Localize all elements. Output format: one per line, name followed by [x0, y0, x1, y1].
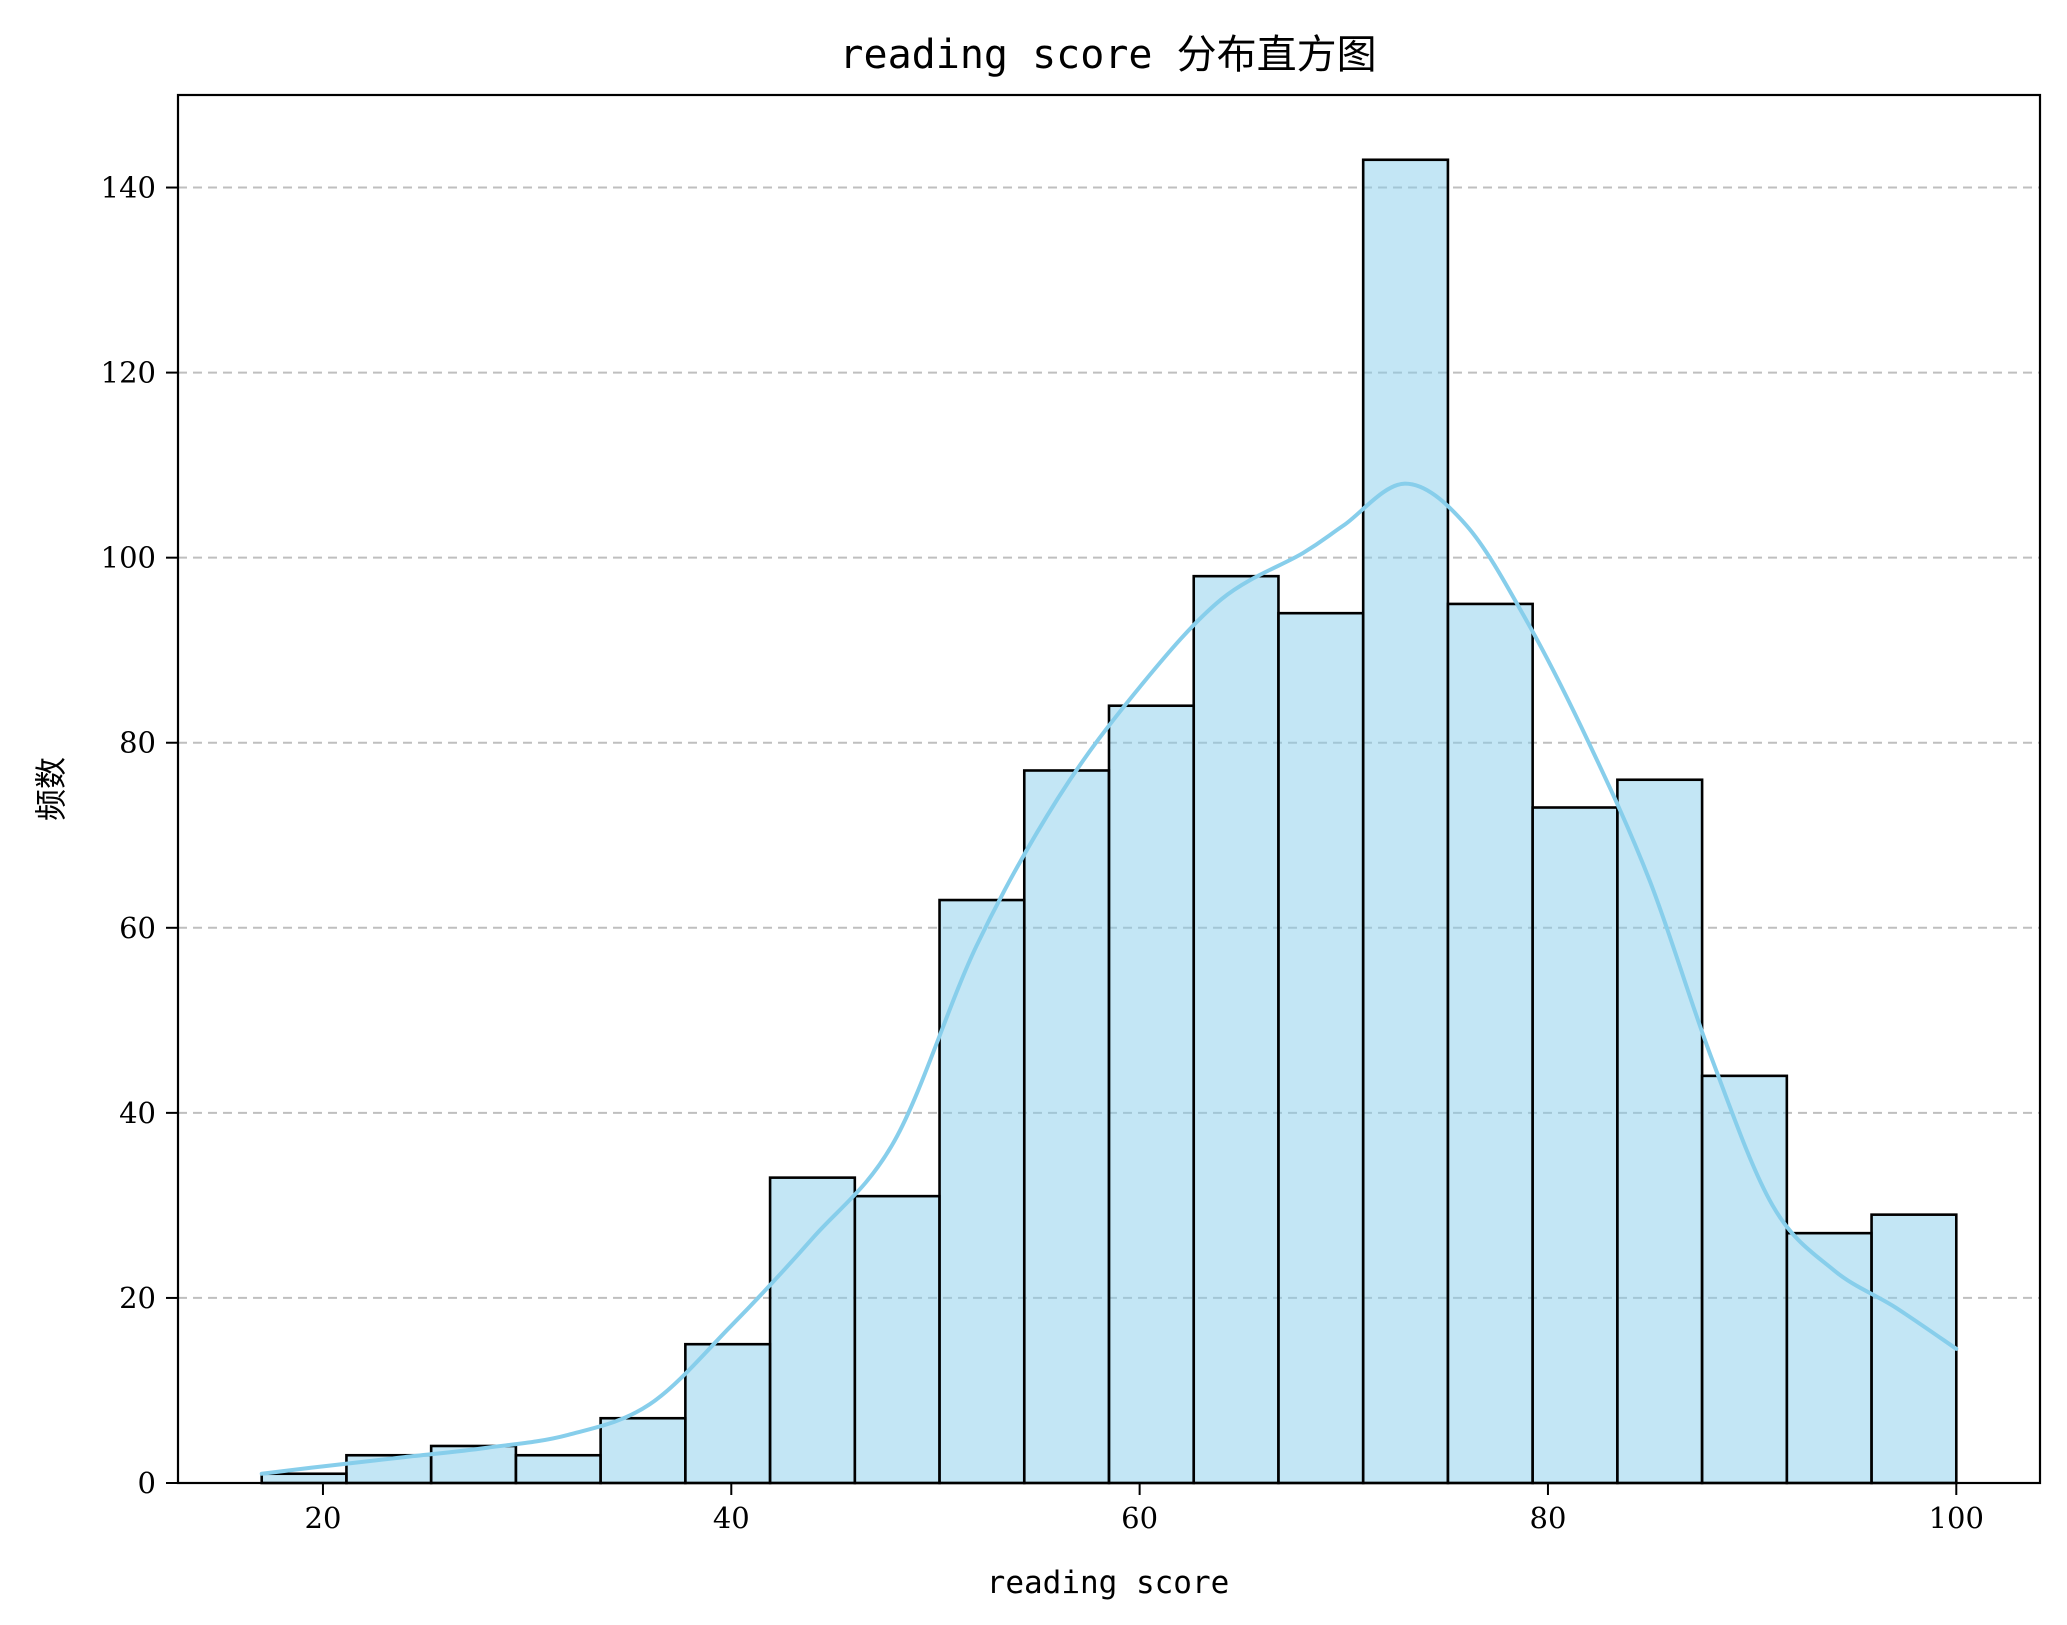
- histogram-bar: [599, 1416, 687, 1485]
- y-tick-label: 40: [119, 1096, 156, 1130]
- y-axis-ticks: 0 20 40 60 80 100 120 140: [101, 171, 178, 1500]
- y-tick-label: 60: [119, 911, 156, 945]
- histogram-bar: [1531, 806, 1619, 1485]
- histogram-bar: [1616, 778, 1704, 1485]
- plot-frame: [176, 93, 2042, 1485]
- histogram-bar: [1361, 158, 1450, 1485]
- x-tick-label: 80: [1530, 1501, 1567, 1535]
- y-tick-label: 140: [101, 171, 156, 205]
- y-tick-label: 100: [101, 541, 156, 575]
- histogram-bar: [684, 1342, 772, 1485]
- histogram-bar: [938, 898, 1026, 1485]
- x-tick-label: 20: [305, 1501, 342, 1535]
- histogram-bar: [1192, 574, 1280, 1485]
- x-axis-ticks: 20 40 60 80 100: [305, 1483, 1984, 1535]
- histogram-bar: [1022, 769, 1111, 1485]
- y-axis-label: 频数: [32, 757, 70, 821]
- histogram-bar: [1107, 704, 1196, 1485]
- y-tick-label: 80: [119, 726, 156, 760]
- y-tick-label: 20: [119, 1281, 156, 1315]
- x-tick-label: 60: [1121, 1501, 1158, 1535]
- chart-title: reading score 分布直方图: [839, 32, 1376, 78]
- histogram-bar: [853, 1194, 941, 1485]
- histogram-bar: [260, 1472, 348, 1485]
- y-tick-label: 120: [101, 356, 156, 390]
- kde-curve: [259, 481, 1959, 1476]
- histogram-bar: [1700, 1074, 1789, 1485]
- histogram-bar: [1785, 1231, 1873, 1485]
- histogram-bar: [1277, 611, 1365, 1485]
- histogram-bar: [768, 1176, 857, 1485]
- x-tick-label: 100: [1929, 1501, 1984, 1535]
- histogram-bar: [514, 1453, 602, 1485]
- histogram-bars: [260, 158, 1958, 1485]
- x-tick-label: 40: [713, 1501, 750, 1535]
- x-axis-label: reading score: [987, 1565, 1230, 1601]
- y-tick-label: 0: [138, 1466, 156, 1500]
- histogram-bar: [1870, 1213, 1958, 1485]
- histogram-bar: [1446, 602, 1534, 1485]
